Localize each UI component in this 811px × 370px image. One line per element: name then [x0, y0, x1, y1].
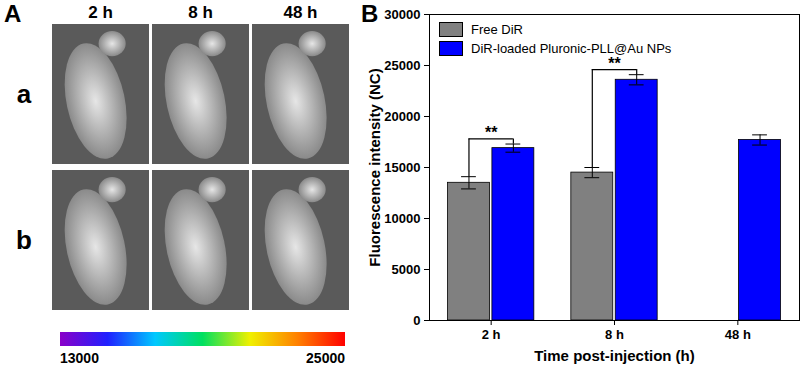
html-text:DiR-loaded Pluronic-PLL@Au NPs: DiR-loaded Pluronic-PLL@Au NPs	[471, 41, 672, 56]
svg-text:Time post-injection (h): Time post-injection (h)	[534, 347, 695, 364]
svg-text:5000: 5000	[392, 262, 421, 277]
svg-text:0: 0	[413, 313, 420, 328]
svg-text:10000: 10000	[384, 211, 420, 226]
svg-text:**: **	[485, 124, 498, 141]
svg-text:**: **	[608, 55, 621, 72]
html-text:Free DiR: Free DiR	[471, 22, 523, 37]
svg-text:15000: 15000	[384, 160, 420, 175]
svg-text:48 h: 48 h	[725, 327, 751, 342]
svg-text:b: b	[16, 225, 32, 255]
html-text:A: A	[4, 0, 22, 27]
svg-text:2 h: 2 h	[482, 327, 501, 342]
svg-text:8 h: 8 h	[188, 3, 213, 22]
svg-text:Fluorescence intensity (NC): Fluorescence intensity (NC)	[366, 68, 383, 266]
svg-text:20000: 20000	[384, 109, 420, 124]
svg-text:2 h: 2 h	[88, 3, 113, 22]
svg-text:13000: 13000	[60, 350, 99, 366]
html-text:B: B	[361, 0, 379, 27]
svg-text:25000: 25000	[306, 350, 345, 366]
svg-text:30000: 30000	[384, 7, 420, 22]
svg-text:8 h: 8 h	[605, 327, 624, 342]
svg-text:48 h: 48 h	[283, 3, 317, 22]
svg-text:a: a	[17, 79, 32, 109]
svg-text:25000: 25000	[384, 58, 420, 73]
